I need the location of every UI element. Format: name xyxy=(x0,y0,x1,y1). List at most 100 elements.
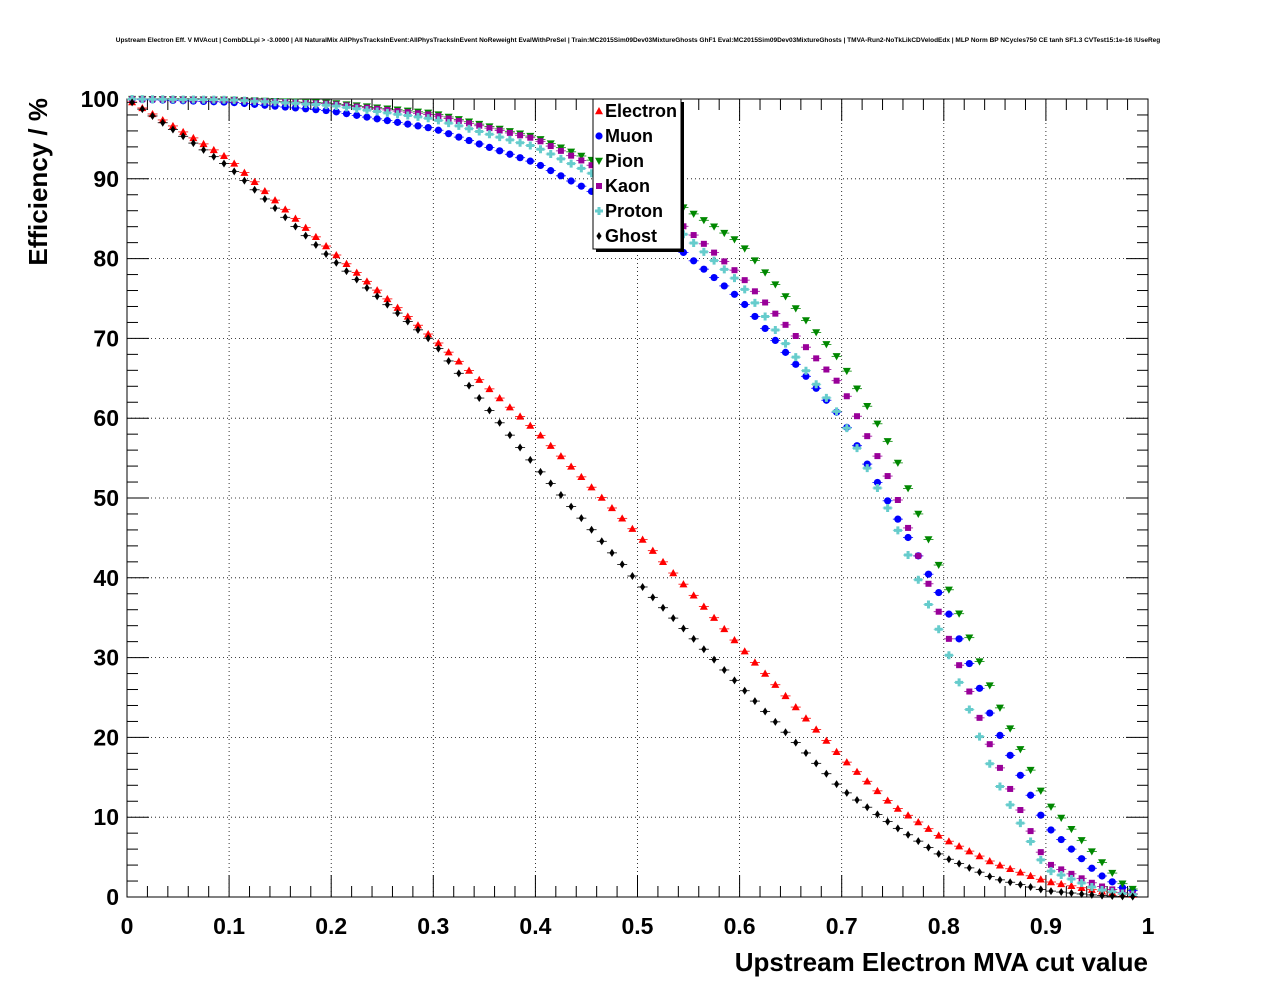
legend-label: Ghost xyxy=(605,226,657,246)
legend-marker xyxy=(596,183,602,189)
data-point xyxy=(567,148,576,156)
data-point xyxy=(771,680,780,688)
data-point xyxy=(934,561,943,570)
data-point xyxy=(383,294,392,303)
data-point xyxy=(1006,864,1015,872)
data-point xyxy=(301,223,310,231)
data-point xyxy=(1047,826,1055,834)
data-point xyxy=(885,817,891,826)
data-point xyxy=(527,134,534,141)
x-tick-labels: 0 0.1 0.2 0.3 0.4 0.5 0.6 0.7 0.8 0.9 1 xyxy=(121,913,1155,939)
data-point xyxy=(526,141,535,150)
data-point xyxy=(219,95,228,104)
data-point xyxy=(577,182,585,190)
legend-label: Kaon xyxy=(605,176,650,196)
data-point xyxy=(1037,811,1045,819)
data-point xyxy=(689,210,698,218)
data-point xyxy=(445,130,453,138)
legend-marker xyxy=(596,232,602,240)
data-point xyxy=(894,496,901,503)
data-point xyxy=(761,269,770,277)
data-point xyxy=(966,863,972,872)
legend-marker xyxy=(595,107,603,115)
data-point xyxy=(557,172,565,180)
data-point xyxy=(597,493,606,501)
data-point xyxy=(1016,771,1024,779)
x-tick-label: 0.9 xyxy=(1030,913,1062,939)
data-point xyxy=(750,658,759,666)
data-point xyxy=(1057,871,1066,880)
data-point xyxy=(965,705,974,714)
data-point xyxy=(282,213,288,222)
data-point xyxy=(904,485,913,493)
data-point xyxy=(934,625,943,634)
data-point xyxy=(1047,867,1056,876)
data-point xyxy=(129,98,135,107)
data-point xyxy=(476,394,482,403)
data-point xyxy=(710,223,719,231)
data-point xyxy=(883,503,892,512)
data-point xyxy=(1057,814,1066,822)
legend-label: Proton xyxy=(605,201,663,221)
data-point xyxy=(741,277,748,284)
data-point xyxy=(1079,889,1085,898)
data-point xyxy=(1026,837,1035,846)
data-point xyxy=(199,139,208,148)
data-point xyxy=(914,817,923,826)
data-point xyxy=(527,455,533,464)
data-point xyxy=(699,602,708,610)
data-point xyxy=(987,872,993,881)
data-point xyxy=(1108,887,1117,896)
data-point xyxy=(904,811,913,819)
data-point xyxy=(403,312,412,320)
data-point xyxy=(955,842,964,850)
data-point xyxy=(905,524,912,531)
data-point xyxy=(354,275,360,284)
data-point xyxy=(813,759,819,768)
y-tick-labels: 0 10 20 30 40 50 60 70 80 90 100 xyxy=(81,86,119,910)
data-point xyxy=(149,111,156,120)
data-point xyxy=(240,168,249,176)
data-point xyxy=(313,240,319,249)
data-point xyxy=(975,732,984,741)
data-point xyxy=(833,780,840,789)
data-point xyxy=(475,375,484,383)
data-point xyxy=(801,366,810,375)
data-point xyxy=(945,635,952,642)
data-point xyxy=(558,491,564,500)
data-point xyxy=(311,100,320,109)
data-point xyxy=(1098,885,1107,894)
data-point xyxy=(699,217,708,225)
data-point xyxy=(944,586,953,594)
data-point xyxy=(894,515,902,523)
data-point xyxy=(874,453,881,460)
data-point xyxy=(160,118,166,127)
data-point xyxy=(209,95,218,104)
data-point xyxy=(893,804,902,812)
data-point xyxy=(1078,855,1086,863)
data-point xyxy=(740,245,749,253)
data-point xyxy=(893,459,902,467)
data-point xyxy=(435,344,442,353)
x-tick-label: 0.8 xyxy=(928,913,960,939)
x-tick-label: 0.5 xyxy=(622,913,654,939)
data-point xyxy=(302,105,310,113)
data-point xyxy=(873,786,882,795)
data-point xyxy=(873,478,882,487)
data-point xyxy=(924,570,933,578)
x-tick-label: 1 xyxy=(1142,913,1155,939)
data-point xyxy=(976,714,983,721)
data-point xyxy=(1088,879,1095,886)
data-point xyxy=(772,310,779,317)
data-point xyxy=(138,95,147,104)
data-point xyxy=(638,535,647,543)
y-axis-label: Efficiency / % xyxy=(23,98,53,266)
data-point xyxy=(884,497,892,505)
data-point xyxy=(740,285,749,294)
data-point xyxy=(537,138,544,145)
data-point xyxy=(517,132,524,139)
data-point xyxy=(1108,869,1117,878)
data-point xyxy=(904,533,912,542)
data-point xyxy=(455,117,462,124)
data-point xyxy=(863,403,872,411)
